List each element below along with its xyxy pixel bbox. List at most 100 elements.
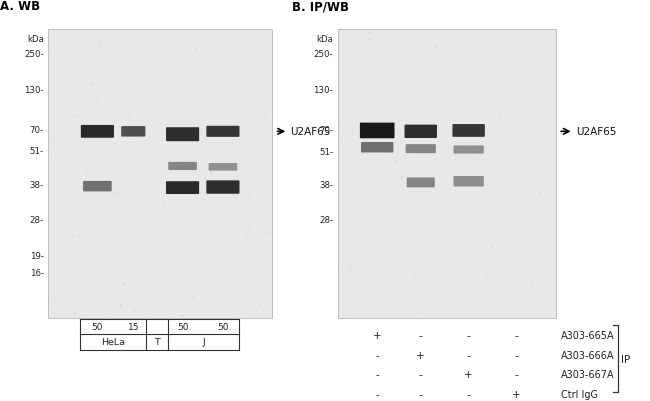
Point: [428, 91, 438, 97]
Point: [75, 114, 85, 120]
Point: [432, 284, 442, 291]
Text: 70-: 70-: [30, 126, 44, 135]
Point: [64, 29, 74, 36]
Point: [550, 243, 560, 250]
Text: 51-: 51-: [30, 146, 44, 155]
Point: [115, 303, 125, 309]
Text: 51-: 51-: [319, 148, 333, 157]
Point: [264, 230, 274, 237]
Point: [226, 52, 236, 58]
Point: [97, 82, 107, 89]
Text: kDa: kDa: [317, 35, 333, 45]
Text: -: -: [419, 389, 422, 399]
Point: [452, 168, 462, 174]
FancyBboxPatch shape: [168, 162, 197, 171]
Point: [447, 241, 458, 247]
Point: [124, 178, 135, 184]
Point: [229, 127, 240, 133]
Point: [56, 286, 66, 292]
Point: [345, 312, 356, 319]
Point: [410, 272, 421, 278]
Point: [75, 125, 86, 131]
Point: [162, 98, 172, 105]
Point: [381, 225, 391, 231]
FancyBboxPatch shape: [406, 145, 436, 154]
Point: [105, 134, 116, 141]
Point: [229, 274, 239, 281]
Text: A303-665A: A303-665A: [560, 330, 614, 340]
Point: [412, 309, 423, 315]
Point: [93, 96, 103, 103]
Point: [450, 156, 461, 163]
Point: [347, 160, 358, 166]
Point: [186, 158, 196, 165]
Point: [432, 45, 442, 51]
Point: [513, 252, 523, 259]
Point: [406, 298, 417, 304]
Point: [411, 41, 421, 47]
FancyBboxPatch shape: [166, 182, 199, 194]
Point: [216, 85, 226, 91]
Point: [81, 170, 92, 176]
Point: [395, 242, 406, 248]
Point: [473, 253, 483, 259]
Point: [226, 155, 237, 161]
Point: [111, 190, 121, 196]
Point: [60, 128, 70, 134]
Point: [244, 196, 254, 202]
Text: -: -: [515, 330, 519, 340]
Point: [511, 148, 521, 154]
Text: 130-: 130-: [24, 86, 44, 95]
Point: [410, 80, 420, 87]
Point: [401, 83, 411, 90]
Point: [159, 36, 170, 43]
Point: [462, 232, 472, 238]
Point: [387, 151, 397, 157]
Point: [534, 290, 545, 297]
Point: [260, 115, 270, 122]
Point: [514, 298, 524, 304]
Point: [394, 146, 404, 153]
Point: [421, 36, 432, 43]
Point: [538, 113, 548, 119]
Point: [371, 238, 382, 244]
Text: 15: 15: [127, 322, 139, 331]
Point: [74, 151, 85, 157]
Point: [380, 92, 390, 99]
Point: [489, 158, 500, 164]
Point: [158, 201, 168, 208]
Text: -: -: [467, 350, 471, 360]
Point: [101, 310, 111, 316]
Point: [400, 39, 411, 45]
Point: [341, 108, 351, 115]
Point: [437, 303, 448, 309]
Point: [352, 51, 362, 57]
Point: [51, 51, 61, 57]
Point: [255, 173, 266, 179]
Point: [404, 61, 414, 68]
Point: [142, 263, 152, 270]
Text: -: -: [515, 350, 519, 360]
Point: [399, 267, 410, 273]
Point: [107, 200, 117, 206]
Point: [346, 127, 357, 134]
Point: [116, 304, 126, 311]
Point: [430, 243, 440, 249]
Point: [256, 290, 266, 297]
Point: [350, 295, 361, 301]
Point: [205, 67, 216, 74]
Point: [44, 194, 55, 200]
Point: [104, 29, 114, 36]
Point: [219, 244, 229, 251]
Point: [177, 266, 187, 272]
Text: 28-: 28-: [319, 215, 333, 224]
Text: 250-: 250-: [24, 50, 44, 59]
Point: [354, 142, 365, 148]
Point: [465, 222, 475, 229]
FancyBboxPatch shape: [452, 125, 485, 138]
Point: [70, 310, 80, 317]
Point: [404, 201, 415, 207]
Point: [213, 78, 224, 84]
Point: [493, 242, 503, 248]
Point: [397, 246, 408, 252]
